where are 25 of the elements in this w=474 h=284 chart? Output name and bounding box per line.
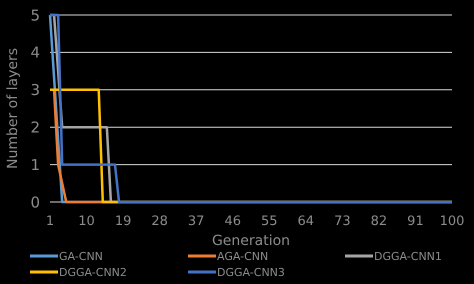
x-tick-label: 100 bbox=[440, 214, 464, 229]
legend-label: DGGA-CNN3 bbox=[217, 266, 285, 279]
x-tick-label: 73 bbox=[334, 214, 351, 229]
x-tick-label: 46 bbox=[224, 214, 241, 229]
x-tick-label: 55 bbox=[261, 214, 278, 229]
x-tick-label: 64 bbox=[298, 214, 314, 229]
x-tick-label: 19 bbox=[114, 214, 132, 229]
legend-label: AGA-CNN bbox=[217, 250, 268, 263]
x-tick-label: 82 bbox=[370, 214, 388, 229]
y-tick-label: 0 bbox=[30, 193, 40, 212]
x-tick-label: 37 bbox=[188, 214, 204, 229]
y-axis-title: Number of layers bbox=[5, 48, 21, 170]
y-tick-label: 5 bbox=[30, 6, 40, 24]
legend-label: DGGA-CNN2 bbox=[59, 266, 127, 279]
x-tick-label: 10 bbox=[78, 214, 95, 229]
y-tick-label: 4 bbox=[30, 44, 40, 62]
x-tick-label: 1 bbox=[46, 214, 54, 229]
x-axis-title: Generation bbox=[212, 233, 290, 249]
legend-label: GA-CNN bbox=[59, 250, 103, 263]
x-tick-label: 28 bbox=[151, 214, 168, 229]
legend-label: DGGA-CNN1 bbox=[374, 250, 442, 263]
y-tick-label: 3 bbox=[30, 81, 40, 100]
y-tick-label: 2 bbox=[30, 118, 40, 136]
x-tick-label: 91 bbox=[407, 214, 424, 229]
y-tick-label: 1 bbox=[30, 156, 40, 174]
